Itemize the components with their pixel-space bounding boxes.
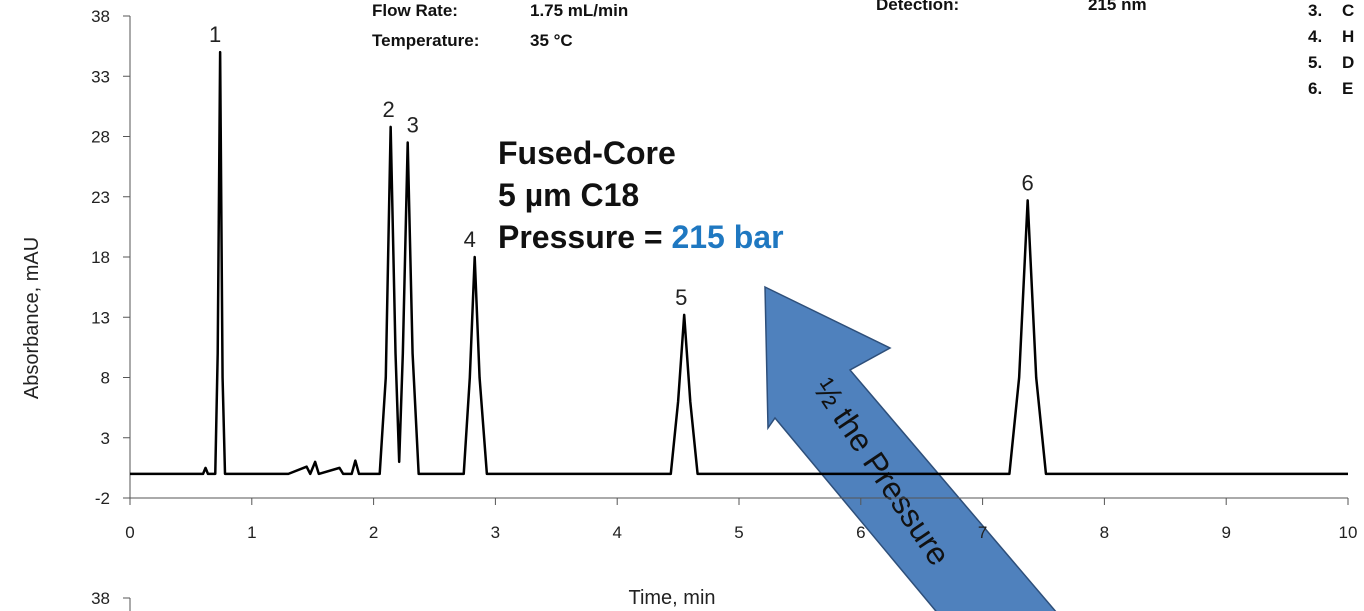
compound-name: D bbox=[1342, 53, 1354, 72]
x-tick-label: 1 bbox=[247, 523, 256, 542]
pressure-text: Pressure = 215 bar bbox=[498, 219, 784, 255]
trace bbox=[130, 50, 1348, 476]
compound-name: H bbox=[1342, 27, 1354, 46]
x-axis-title: Time, min bbox=[628, 587, 715, 609]
compound-number: 6. bbox=[1308, 79, 1322, 98]
y-tick-label: 33 bbox=[91, 67, 110, 86]
y-tick-label: 3 bbox=[101, 429, 110, 448]
condition-label: Detection: bbox=[876, 0, 959, 14]
compound-name: C bbox=[1342, 1, 1354, 20]
peak-label: 4 bbox=[464, 227, 476, 252]
peak-label: 2 bbox=[383, 97, 395, 122]
compound-name: E bbox=[1342, 79, 1353, 98]
x-tick-label: 0 bbox=[125, 523, 134, 542]
condition-label: Flow Rate: bbox=[372, 1, 458, 20]
x-tick-label: 10 bbox=[1339, 523, 1358, 542]
y-tick-label: 38 bbox=[91, 7, 110, 26]
peak-label: 3 bbox=[407, 113, 419, 138]
peak-label: 1 bbox=[209, 22, 221, 47]
y-axis-title: Absorbance, mAU bbox=[21, 237, 43, 399]
y-tick-label: 23 bbox=[91, 188, 110, 207]
compound-number: 4. bbox=[1308, 27, 1322, 46]
x-tick-label: 8 bbox=[1100, 523, 1109, 542]
y-tick-label: 13 bbox=[91, 308, 110, 327]
y-tick-label: 18 bbox=[91, 248, 110, 267]
x-tick-label: 6 bbox=[856, 523, 865, 542]
y-tick-label: 38 bbox=[91, 589, 110, 608]
compound-number: 3. bbox=[1308, 1, 1322, 20]
x-tick-label: 9 bbox=[1221, 523, 1230, 542]
condition-label: Temperature: bbox=[372, 31, 479, 50]
column-text: 5 µm C18 bbox=[498, 177, 639, 213]
compound-number: 5. bbox=[1308, 53, 1322, 72]
condition-value: 215 nm bbox=[1088, 0, 1147, 14]
x-tick-label: 2 bbox=[369, 523, 378, 542]
column-text: Fused-Core bbox=[498, 135, 676, 171]
pressure-value: 215 bar bbox=[671, 219, 783, 255]
y-tick-label: -2 bbox=[95, 489, 110, 508]
pressure-label: Pressure = bbox=[498, 219, 671, 255]
arrow bbox=[764, 285, 1057, 611]
condition-value: 1.75 mL/min bbox=[530, 1, 628, 20]
x-tick-label: 4 bbox=[612, 523, 621, 542]
x-tick-label: 5 bbox=[734, 523, 743, 542]
x-tick-label: 7 bbox=[978, 523, 987, 542]
condition-value: 35 °C bbox=[530, 31, 573, 50]
y-tick-label: 8 bbox=[101, 369, 110, 388]
y-tick-label: 28 bbox=[91, 128, 110, 147]
x-tick-label: 3 bbox=[491, 523, 500, 542]
peak-label: 6 bbox=[1022, 170, 1034, 195]
peak-label: 5 bbox=[675, 285, 687, 310]
